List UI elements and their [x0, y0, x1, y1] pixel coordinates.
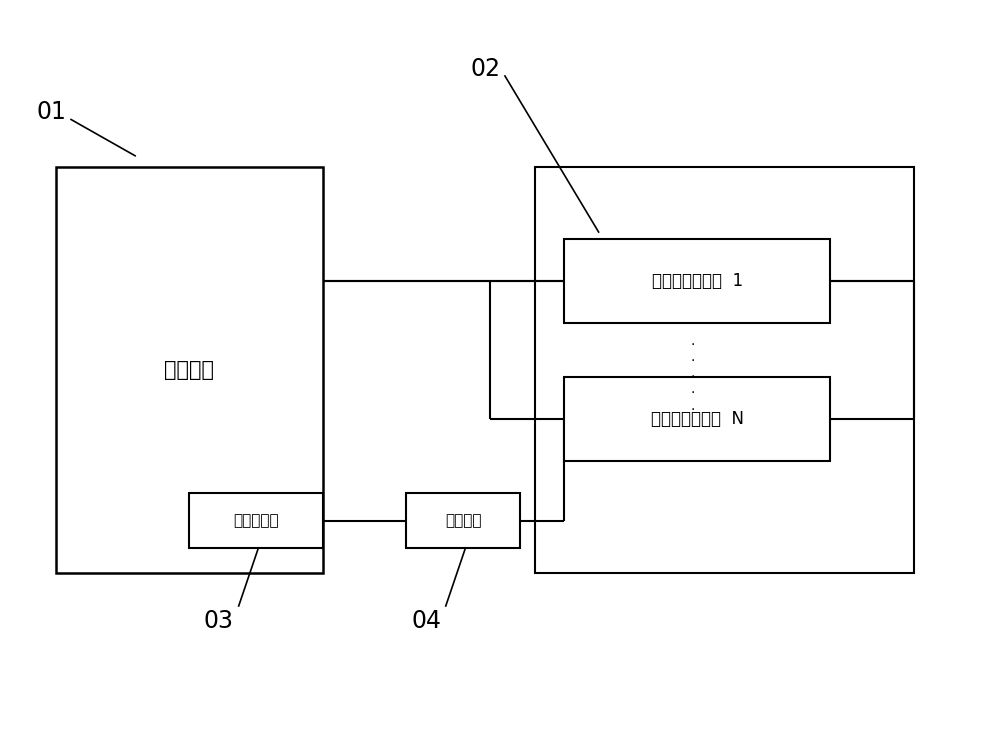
Text: ·
·
·
·
·: · · · · · [690, 338, 694, 417]
Bar [535, 166, 914, 574]
Text: 光模块测试仪器  1: 光模块测试仪器 1 [652, 272, 743, 290]
Text: 04: 04 [411, 608, 441, 633]
Bar [564, 377, 830, 461]
Text: 待测光模块: 待测光模块 [233, 513, 279, 528]
Bar [564, 239, 830, 323]
Text: 03: 03 [204, 608, 234, 633]
Bar [189, 494, 322, 548]
Text: 02: 02 [470, 57, 500, 81]
Bar [406, 494, 520, 548]
Bar [56, 166, 322, 574]
Text: 光模块测试仪器  N: 光模块测试仪器 N [651, 410, 744, 428]
Text: 01: 01 [36, 100, 66, 124]
Text: 测试机台: 测试机台 [164, 360, 214, 380]
Text: 光分路器: 光分路器 [445, 513, 481, 528]
